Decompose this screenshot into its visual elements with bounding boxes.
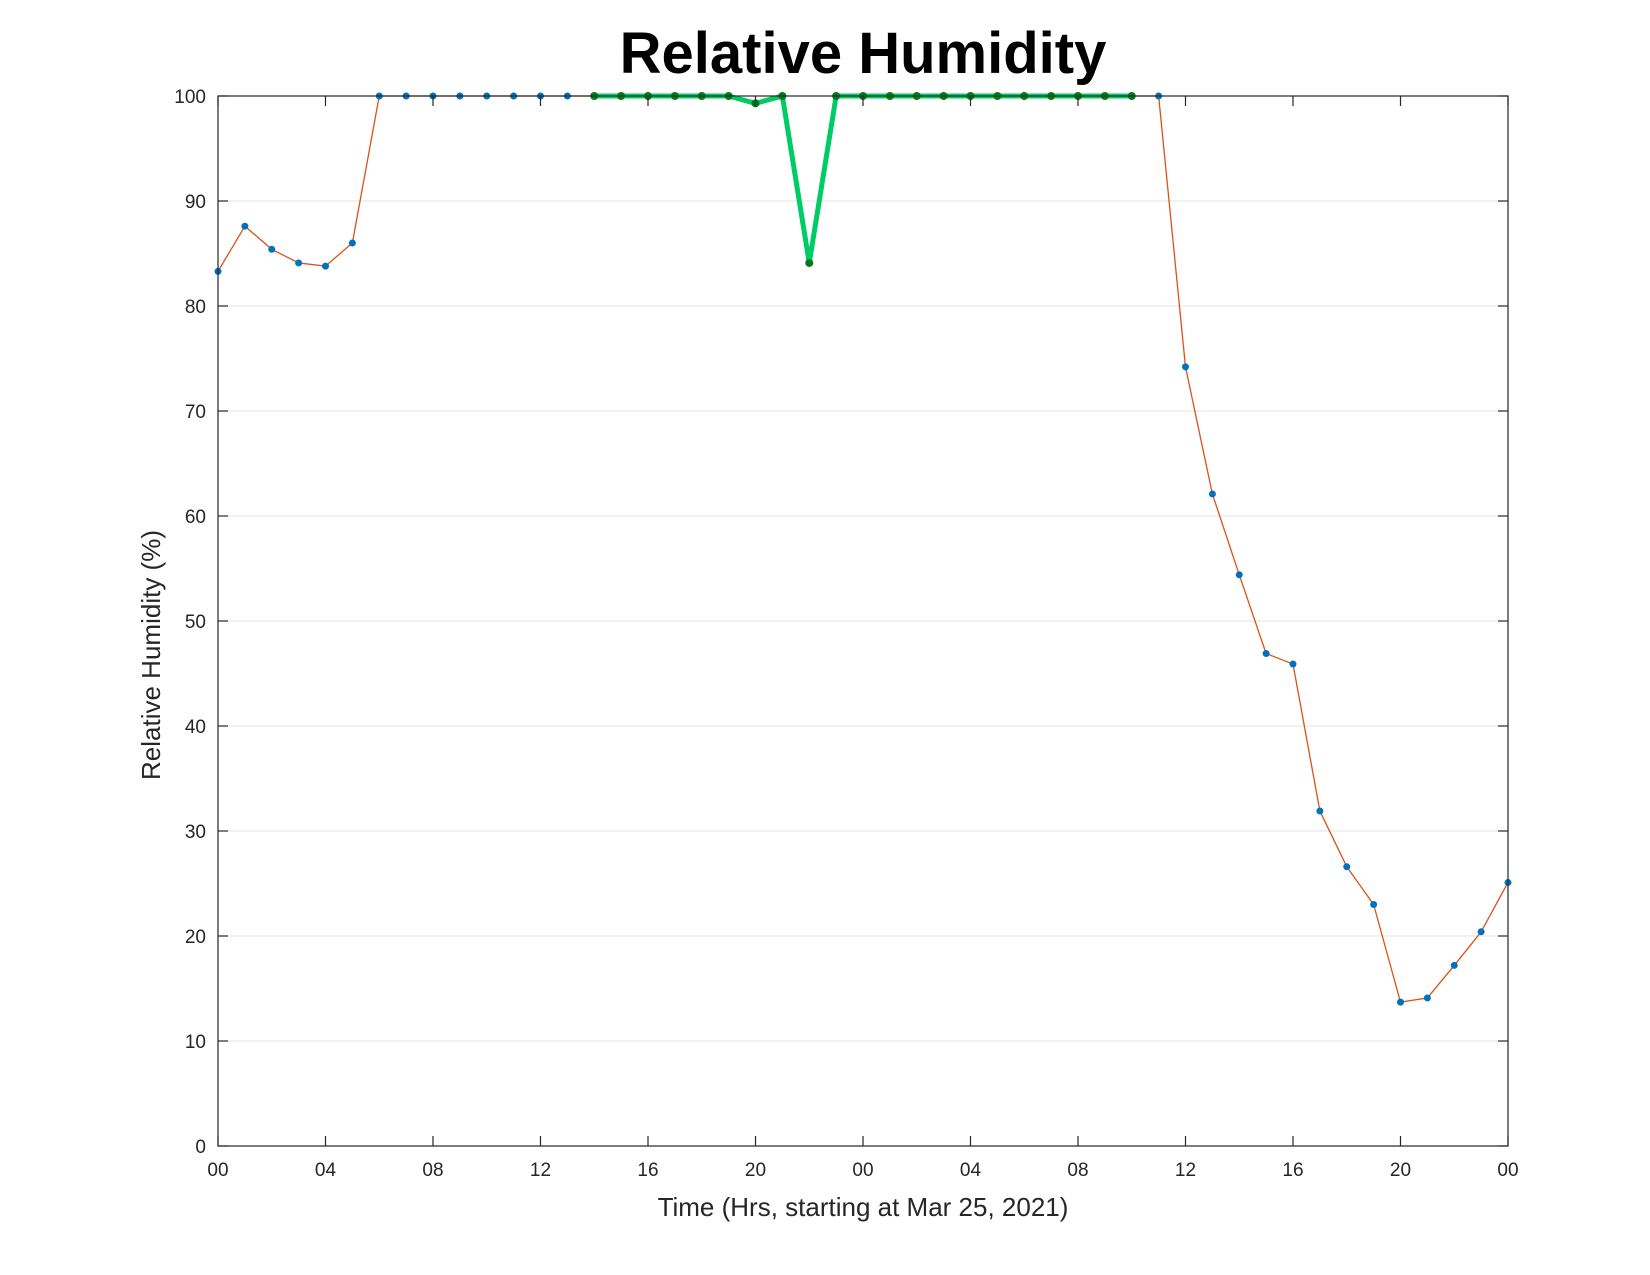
x-tick-label: 00	[207, 1160, 228, 1181]
highlight-data-point	[805, 258, 814, 267]
data-point	[1262, 650, 1270, 658]
data-point	[1423, 994, 1431, 1002]
y-tick-label: 20	[185, 927, 206, 948]
data-point	[1208, 490, 1216, 498]
chart-title: Relative Humidity	[620, 21, 1107, 86]
x-tick-label: 00	[852, 1160, 873, 1181]
y-tick-label: 0	[195, 1137, 206, 1158]
y-tick-label: 10	[185, 1032, 206, 1053]
x-tick-label: 04	[315, 1160, 337, 1181]
x-tick-label: 12	[1175, 1160, 1196, 1181]
x-tick-label: 20	[1390, 1160, 1411, 1181]
data-point	[268, 245, 276, 253]
y-tick-label: 70	[185, 402, 206, 423]
data-point	[1397, 998, 1404, 1006]
x-tick-label: 20	[745, 1160, 766, 1181]
data-point	[1316, 807, 1324, 815]
y-tick-label: 30	[185, 822, 206, 843]
y-tick-label: 40	[185, 717, 206, 738]
y-tick-label: 90	[185, 192, 206, 213]
x-tick-label: 08	[1067, 1160, 1088, 1181]
data-point	[1477, 928, 1485, 936]
x-axis-label: Time (Hrs, starting at Mar 25, 2021)	[658, 1192, 1069, 1222]
data-point	[295, 259, 303, 267]
y-tick-label: 50	[185, 612, 206, 633]
x-tick-label: 16	[637, 1160, 658, 1181]
data-point	[1289, 660, 1297, 668]
x-tick-label: 04	[960, 1160, 982, 1181]
data-point	[348, 239, 356, 247]
grid-lines	[218, 200, 1508, 1042]
data-point	[1370, 901, 1378, 908]
x-tick-label: 12	[530, 1160, 551, 1181]
data-point	[1343, 863, 1351, 871]
data-point	[322, 262, 329, 270]
data-point	[1235, 571, 1243, 579]
y-tick-label: 100	[174, 87, 206, 108]
data-point	[1182, 363, 1189, 371]
data-point	[1450, 961, 1458, 969]
axis-ticks: 0 10 20 30 40 50 60 70 80 90 100 00 04 08 12 16 20 00 04 08…	[174, 87, 1518, 1181]
x-tick-label: 00	[1497, 1160, 1518, 1181]
data-point	[241, 222, 249, 230]
y-tick-label: 80	[185, 297, 206, 318]
y-tick-label: 60	[185, 507, 206, 528]
y-axis-label: Relative Humidity (%)	[136, 530, 166, 780]
x-tick-label: 08	[422, 1160, 443, 1181]
x-tick-label: 16	[1282, 1160, 1303, 1181]
